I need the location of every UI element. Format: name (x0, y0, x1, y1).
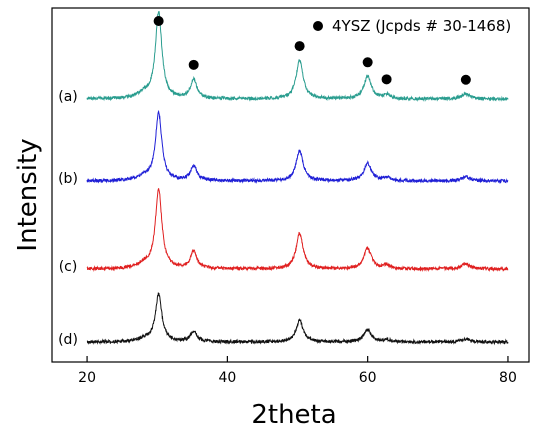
peak-markers (153, 16, 471, 85)
legend-label: 4YSZ (Jcpds # 30-1468) (332, 17, 511, 35)
series-line-4 (86, 292, 509, 346)
x-tick-label: 60 (359, 370, 377, 386)
series-label-2: (b) (58, 171, 78, 187)
legend: 4YSZ (Jcpds # 30-1468) (313, 17, 511, 35)
x-tick-label: 80 (499, 370, 517, 386)
series-line-3 (86, 188, 509, 273)
x-tick-label: 40 (218, 370, 236, 386)
peak-marker (381, 74, 392, 85)
x-tick-label: 20 (78, 370, 96, 386)
x-axis-title: 2theta (251, 400, 336, 430)
peak-marker (460, 74, 471, 85)
plot-frame (51, 7, 530, 363)
legend-marker (313, 21, 323, 31)
peak-marker (153, 16, 164, 26)
series-label-3: (c) (59, 259, 78, 275)
series-line-2 (86, 109, 509, 185)
series-labels: (a) (b) (c) (d) (58, 89, 78, 348)
series-layer (86, 10, 509, 346)
x-axis-ticks: 20 40 60 80 (78, 356, 517, 386)
series-label-1: (a) (58, 89, 78, 105)
y-axis-title: Intensity (13, 138, 43, 251)
peak-marker (188, 59, 199, 70)
series-label-4: (d) (58, 332, 78, 348)
peak-marker (362, 57, 373, 68)
peak-marker (294, 41, 305, 52)
